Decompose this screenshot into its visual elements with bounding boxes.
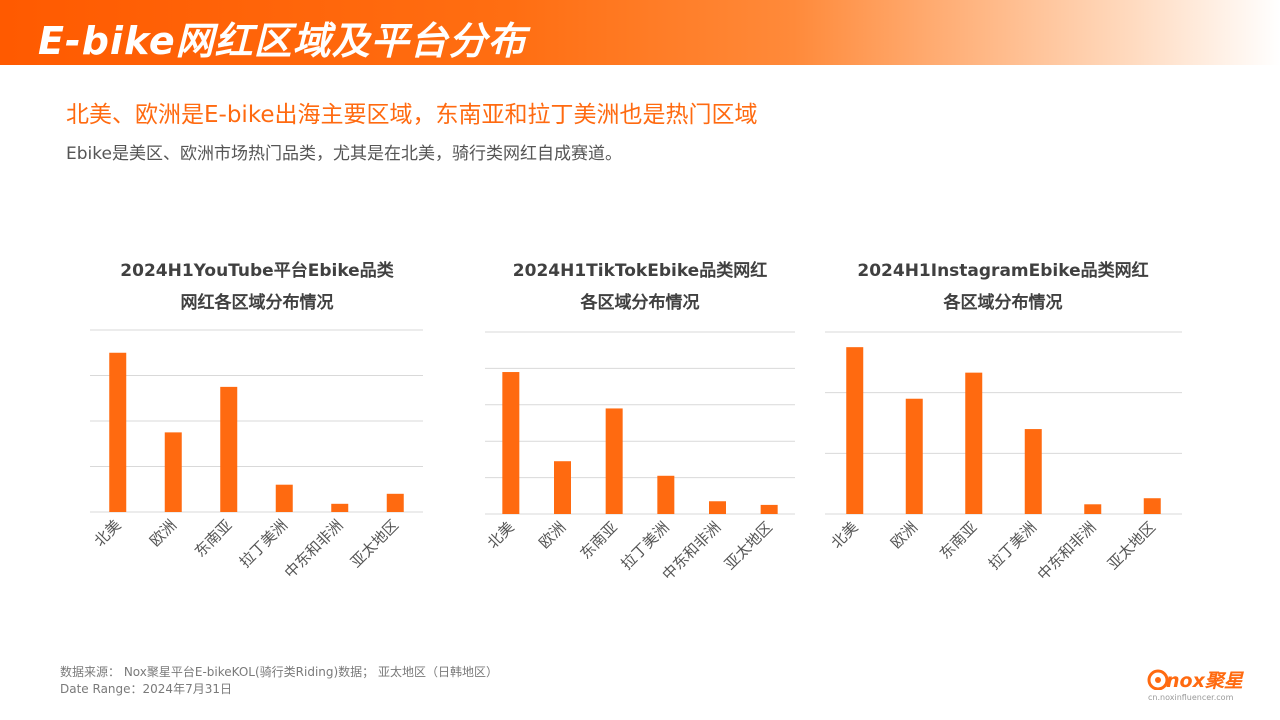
chart-title-line1: 2024H1TikTokEbike品类网红	[512, 261, 768, 281]
bar-2	[965, 372, 983, 514]
x-tick-label: 北美	[828, 518, 862, 552]
bar-3	[657, 475, 675, 514]
x-tick-label: 拉丁美洲	[985, 518, 1040, 573]
bar-4	[709, 501, 726, 514]
x-tick-label: 东南亚	[191, 516, 236, 561]
bar-1	[554, 461, 571, 514]
x-tick-label: 亚太地区	[721, 518, 776, 573]
bar-3	[1024, 429, 1042, 514]
x-tick-label: 欧洲	[146, 516, 180, 550]
source-text: 数据来源： Nox聚星平台E-bikeKOL(骑行类Riding)数据； 亚太地…	[60, 665, 499, 679]
tiktok-chart: 2024H1TikTokEbike品类网红 各区域分布情况 北美 欧洲 东南亚 拉丁美…	[440, 250, 840, 610]
data-source-note: 数据来源： Nox聚星平台E-bikeKOL(骑行类Riding)数据； 亚太地…	[60, 664, 498, 698]
bar-5	[760, 504, 778, 514]
bar-1	[905, 398, 923, 514]
header-banner: E-bike网红区域及平台分布	[0, 0, 1280, 65]
bar-2	[605, 408, 623, 514]
chart-title-line2: 各区域分布情况	[580, 293, 700, 313]
x-tick-label: 欧洲	[535, 518, 569, 552]
x-tick-label: 中东和非洲	[1034, 518, 1100, 584]
bar-0	[502, 372, 520, 514]
signal-icon	[1147, 669, 1169, 690]
bar-0	[846, 347, 864, 514]
date-range-text: Date Range：2024年7月31日	[60, 682, 232, 696]
bar-5	[1143, 498, 1161, 514]
x-tick-label: 北美	[484, 518, 518, 552]
youtube-chart: 2024H1YouTube平台Ebike品类 网红各区域分布情况 北美 欧洲 东南亚…	[57, 250, 457, 610]
nox-logo: nox聚星 cn.noxinfluencer.com	[1146, 662, 1246, 706]
logo-wordmark: nox聚星	[1166, 670, 1243, 692]
page-title: E-bike网红区域及平台分布	[38, 19, 527, 63]
bar-5	[386, 493, 404, 512]
bar-3	[275, 484, 293, 512]
instagram-chart: 2024H1InstagramEbike品类网红 各区域分布情况 北美 欧洲 东南亚…	[803, 250, 1203, 610]
bar-2	[220, 386, 238, 512]
subheadline: Ebike是美区、欧洲市场热门品类，尤其是在北美，骑行类网红自成赛道。	[66, 144, 622, 164]
x-tick-label: 中东和非洲	[281, 516, 347, 582]
bar-1	[164, 432, 182, 512]
x-tick-label: 东南亚	[576, 518, 621, 563]
x-tick-label: 欧洲	[887, 518, 921, 552]
bar-0	[109, 352, 127, 512]
bar-4	[1084, 504, 1102, 514]
headline: 北美、欧洲是E-bike出海主要区域，东南亚和拉丁美洲也是热门区域	[66, 102, 758, 128]
x-tick-label: 拉丁美洲	[236, 516, 291, 571]
x-tick-label: 东南亚	[936, 518, 981, 563]
chart-title-line2: 网红各区域分布情况	[180, 293, 334, 313]
x-tick-label: 亚太地区	[1104, 518, 1159, 573]
chart-title-line2: 各区域分布情况	[943, 293, 1063, 313]
x-tick-label: 亚太地区	[347, 516, 402, 571]
chart-title-line1: 2024H1YouTube平台Ebike品类	[120, 261, 394, 281]
chart-title-line1: 2024H1InstagramEbike品类网红	[857, 261, 1149, 281]
logo-url: cn.noxinfluencer.com	[1148, 693, 1234, 702]
x-tick-label: 北美	[91, 516, 125, 550]
bar-4	[331, 503, 349, 512]
